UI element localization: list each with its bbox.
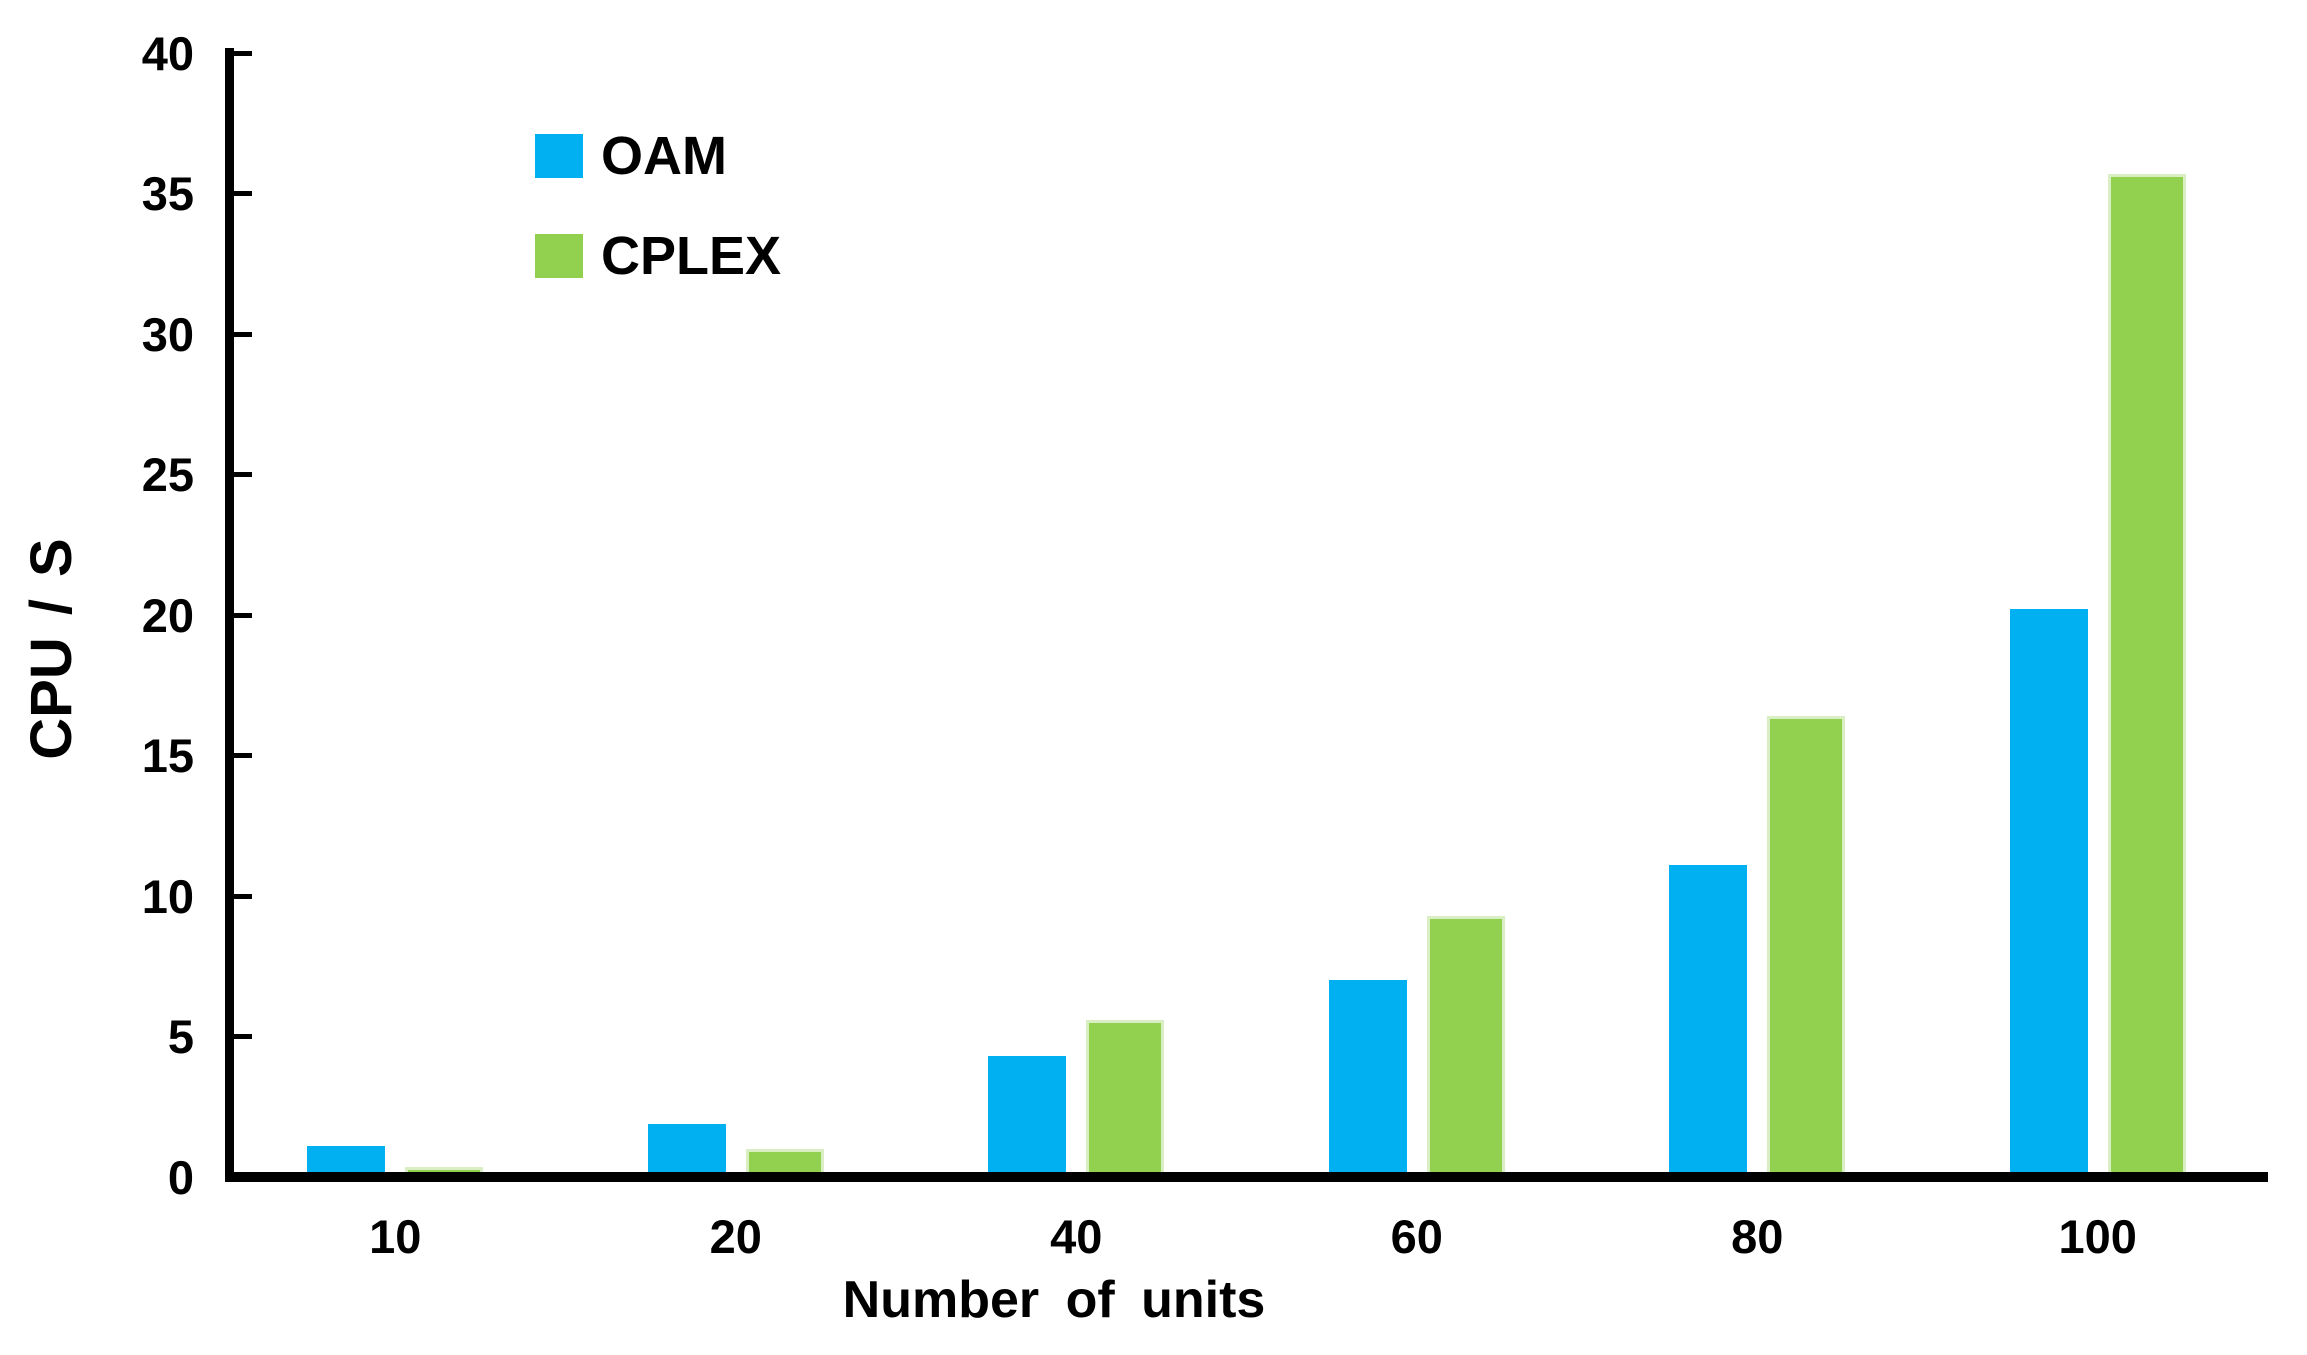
legend-label-oam: OAM [601,126,727,186]
bar-cplex-80 [1767,716,1846,1177]
y-tick-label-30: 30 [141,307,194,361]
y-tick-20 [233,612,252,618]
y-tick-label-15: 15 [141,729,194,782]
y-tick-5 [233,1034,252,1039]
y-tick-35 [233,191,252,196]
legend: OAM CPLEX [535,126,782,330]
y-tick-label-10: 10 [141,869,194,923]
x-tick-label-80: 80 [1731,1210,1784,1263]
legend-item-cplex: CPLEX [535,226,782,286]
x-tick-label-60: 60 [1390,1210,1443,1263]
bar-oam-40 [988,1056,1067,1177]
y-tick-label-0: 0 [167,1150,194,1204]
x-tick-label-40: 40 [1050,1210,1103,1263]
legend-swatch-oam-icon [535,134,583,178]
bar-cplex-40 [1086,1019,1165,1177]
legend-item-oam: OAM [535,126,781,186]
x-tick-label-20: 20 [709,1210,762,1263]
y-tick-15 [233,753,252,758]
y-axis-title: CPU / S [19,538,84,760]
y-tick-label-25: 25 [141,448,194,501]
x-axis-title: Number of units [842,1271,1266,1329]
y-tick-label-40: 40 [141,26,194,80]
y-tick-label-20: 20 [141,588,194,642]
y-tick-label-35: 35 [141,167,194,220]
legend-swatch-cplex-icon [535,234,583,278]
bar-oam-20 [647,1123,726,1177]
y-tick-10 [233,893,252,899]
bar-oam-60 [1328,980,1407,1177]
y-tick-25 [233,472,252,477]
y-tick-30 [233,331,252,337]
bar-cplex-60 [1426,915,1505,1177]
y-tick-label-5: 5 [167,1010,194,1063]
x-tick-label-100: 100 [2058,1210,2137,1263]
bar-oam-80 [1669,865,1748,1177]
legend-label-cplex: CPLEX [601,226,782,286]
y-axis-line [225,48,234,1182]
x-tick-label-10: 10 [369,1210,422,1263]
bar-oam-10 [307,1146,386,1177]
bar-cplex-100 [2107,173,2186,1177]
bar-oam-100 [2009,609,2088,1177]
x-axis-line [225,1172,2268,1182]
y-tick-40 [233,50,252,56]
